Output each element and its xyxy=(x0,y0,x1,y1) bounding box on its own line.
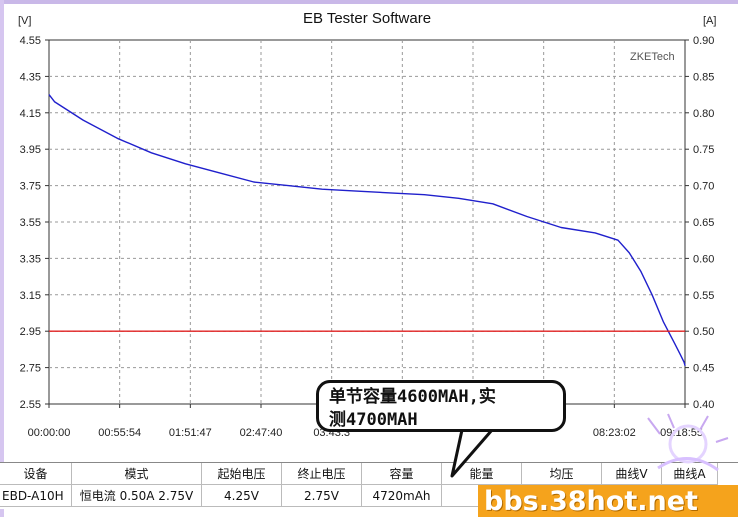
callout-line-1: 单节容量4600MAH,实 xyxy=(329,387,496,407)
y-ticks-left: 4.55 4.35 4.15 3.95 3.75 3.55 3.35 3.15 2.95 2.75… xyxy=(20,35,49,411)
y-tick-label-right: 0.50 xyxy=(693,326,714,338)
header-start-voltage: 起始电压 xyxy=(202,463,282,485)
header-device: 设备 xyxy=(0,463,72,485)
cell-capacity: 4720mAh xyxy=(362,485,442,507)
window-top-border xyxy=(0,0,738,4)
y-tick-label-right: 0.45 xyxy=(693,363,714,375)
x-tick-label: 08:23:02 xyxy=(593,427,636,439)
x-tick-label: 02:47:40 xyxy=(240,427,283,439)
voltage-series-line xyxy=(48,94,686,366)
y-axis-unit-left: [V] xyxy=(18,15,31,27)
cell-mode: 恒电流 0.50A 2.75V xyxy=(72,485,202,507)
window-left-border xyxy=(0,0,4,517)
cell-end-voltage: 2.75V xyxy=(282,485,362,507)
y-tick-label-left: 2.95 xyxy=(20,326,41,338)
y-tick-label-right: 0.55 xyxy=(693,290,714,302)
x-tick-label: 00:55:54 xyxy=(98,427,141,439)
y-tick-label-left: 3.95 xyxy=(20,144,41,156)
y-ticks-right: 0.90 0.85 0.80 0.75 0.70 0.65 0.60 0.55 0.50 0.45… xyxy=(685,35,714,411)
y-tick-label-right: 0.60 xyxy=(693,253,714,265)
chart-title: EB Tester Software xyxy=(303,10,431,27)
header-capacity: 容量 xyxy=(362,463,442,485)
y-tick-label-left: 4.35 xyxy=(20,71,41,83)
y-tick-label-left: 3.75 xyxy=(20,181,41,193)
y-tick-label-right: 0.80 xyxy=(693,108,714,120)
grid xyxy=(49,40,685,404)
discharge-chart: EB Tester Software [V] [A] 4.55 4.35 4.15 3… xyxy=(18,10,716,439)
x-tick-label: 01:51:47 xyxy=(169,427,212,439)
header-curve-a[interactable]: 曲线A xyxy=(662,463,718,485)
header-energy: 能量 xyxy=(442,463,522,485)
y-tick-label-right: 0.40 xyxy=(693,399,714,411)
y-tick-label-left: 3.35 xyxy=(20,253,41,265)
header-curve-v[interactable]: 曲线V xyxy=(602,463,662,485)
header-avg-voltage: 均压 xyxy=(522,463,602,485)
decorative-sticker xyxy=(647,413,729,472)
y-tick-label-right: 0.70 xyxy=(693,181,714,193)
callout-line-2: 测4700MAH xyxy=(329,410,418,430)
y-tick-label-left: 2.75 xyxy=(20,363,41,375)
y-tick-label-right: 0.85 xyxy=(693,71,714,83)
cell-start-voltage: 4.25V xyxy=(202,485,282,507)
zketech-watermark: ZKETech xyxy=(630,51,675,63)
y-tick-label-right: 0.90 xyxy=(693,35,714,47)
y-tick-label-right: 0.75 xyxy=(693,144,714,156)
annotation-callout: 单节容量4600MAH,实 测4700MAH xyxy=(316,380,566,432)
y-tick-label-left: 3.55 xyxy=(20,217,41,229)
site-watermark: bbs.38hot.net xyxy=(478,485,738,517)
y-tick-label-right: 0.65 xyxy=(693,217,714,229)
y-tick-label-left: 2.55 xyxy=(20,399,41,411)
x-tick-label: 00:00:00 xyxy=(28,427,71,439)
header-end-voltage: 终止电压 xyxy=(282,463,362,485)
header-mode: 模式 xyxy=(72,463,202,485)
y-tick-label-left: 4.15 xyxy=(20,108,41,120)
y-axis-unit-right: [A] xyxy=(703,15,716,27)
series xyxy=(48,94,686,366)
cell-device: EBD-A10H xyxy=(0,485,72,507)
y-tick-label-left: 4.55 xyxy=(20,35,41,47)
y-tick-label-left: 3.15 xyxy=(20,290,41,302)
